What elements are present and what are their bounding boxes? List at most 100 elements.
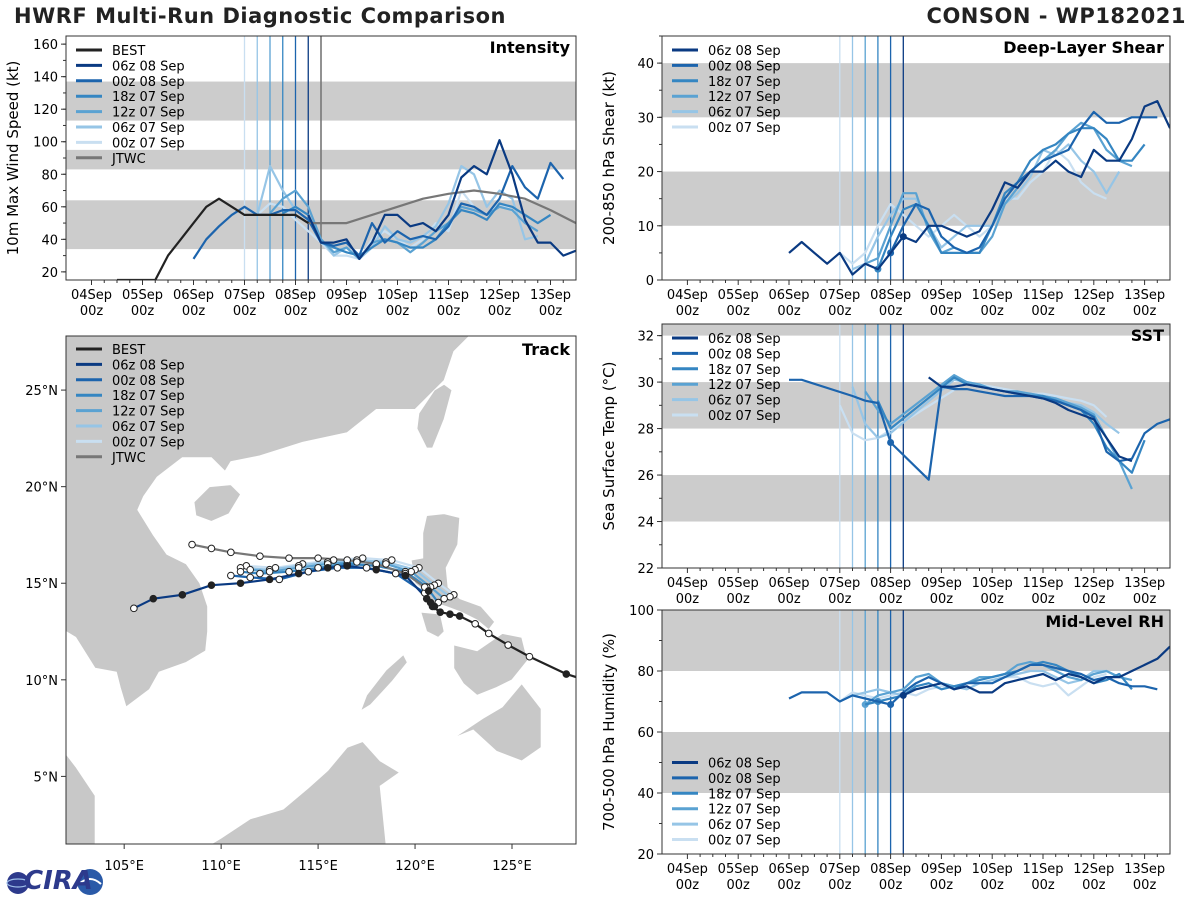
track-legend-label: BEST [112, 343, 145, 358]
sst-xtick-date: 04Sep [667, 576, 708, 591]
rh-series-line [902, 645, 1170, 697]
sst-chart: 22242628303204Sep00z05Sep00z06Sep00z07Se… [600, 323, 1171, 607]
rh-ytick-label: 60 [637, 726, 654, 741]
intensity-series-line [117, 197, 309, 280]
intensity-ytick-label: 140 [33, 71, 58, 86]
track-point [227, 548, 235, 557]
intensity-legend-label: 06z 08 Sep [112, 59, 185, 74]
shear-ytick-label: 0 [646, 274, 654, 289]
sst-band [662, 324, 1170, 336]
sst-ytick-label: 24 [637, 516, 654, 531]
shear-series-line [876, 127, 1146, 270]
track-xtick-label: 105°E [104, 859, 144, 874]
shear-xtick-hour: 00z [879, 304, 903, 319]
palawan-island [360, 654, 408, 712]
figure-title: HWRF Multi-Run Diagnostic Comparison [14, 4, 507, 28]
rh-ylabel: 700-500 hPa Humidity (%) [600, 633, 618, 831]
rh-xtick-date: 05Sep [718, 862, 759, 877]
shear-xtick-date: 08Sep [870, 288, 911, 303]
rh-ytick-label: 80 [637, 665, 654, 680]
track-point [323, 563, 332, 572]
track-point [256, 569, 264, 578]
shear-ytick-label: 10 [637, 220, 654, 235]
track-point [227, 571, 235, 580]
rh-xtick-date: 12Sep [1073, 862, 1114, 877]
track-point [236, 567, 245, 576]
taiwan-island [416, 383, 453, 449]
cira-logo: CIRA [6, 866, 106, 898]
storm-id-title: CONSON - WP182021 [926, 4, 1186, 28]
track-point [207, 581, 216, 589]
rh-xtick-hour: 00z [1031, 878, 1055, 893]
sst-series-line [789, 378, 1170, 481]
track-point [285, 554, 293, 562]
rh-xtick-hour: 00z [727, 878, 751, 893]
track-ytick-label: 25°N [25, 384, 58, 399]
rh-xtick-date: 07Sep [819, 862, 860, 877]
rh-xtick-date: 04Sep [667, 862, 708, 877]
sst-legend-label: 12z 07 Sep [708, 378, 781, 393]
sst-xtick-date: 10Sep [972, 576, 1013, 591]
shear-xtick-hour: 00z [930, 304, 954, 319]
intensity-xtick-date: 05Sep [122, 288, 163, 303]
track-series-line [133, 564, 432, 610]
track-xtick-label: 115°E [298, 859, 338, 874]
sst-legend-label: 00z 07 Sep [708, 409, 781, 424]
shear-legend-label: 00z 07 Sep [708, 121, 781, 136]
shear-legend-label: 00z 08 Sep [708, 59, 781, 74]
shear-xtick-date: 11Sep [1022, 288, 1063, 303]
sst-xtick-hour: 00z [930, 592, 954, 607]
intensity-xtick-hour: 00z [182, 304, 206, 319]
malay-peninsula [66, 753, 96, 844]
rh-ytick-label: 100 [629, 604, 654, 619]
sst-ytick-label: 22 [637, 562, 654, 577]
shear-xtick-date: 12Sep [1073, 288, 1114, 303]
shear-legend-label: 06z 07 Sep [708, 106, 781, 121]
rh-ytick-label: 40 [637, 787, 654, 802]
intensity-xtick-date: 12Sep [479, 288, 520, 303]
rh-xtick-hour: 00z [1133, 878, 1157, 893]
track-point [362, 563, 371, 572]
rh-band [662, 732, 1170, 793]
track-point [372, 565, 381, 574]
shear-ylabel: 200-850 hPa Shear (kt) [600, 71, 618, 245]
track-xtick-label: 120°E [395, 859, 435, 874]
shear-ytick-label: 40 [637, 57, 654, 72]
intensity-xtick-hour: 00z [131, 304, 155, 319]
intensity-ytick-label: 40 [41, 233, 58, 248]
sst-series-line [838, 381, 1108, 442]
shear-xtick-hour: 00z [981, 304, 1005, 319]
intensity-legend-label: 00z 08 Sep [112, 75, 185, 90]
sst-ylabel: Sea Surface Temp (°C) [600, 361, 618, 530]
track-legend-label: 06z 07 Sep [112, 420, 185, 435]
track-chart: 105°E 110°E 115°E 120°E 125°E 5°N 10°N 15°N 20°N… [25, 335, 577, 874]
intensity-legend-label: 06z 07 Sep [112, 121, 185, 136]
track-point [525, 652, 534, 661]
intensity-xtick-date: 09Sep [326, 288, 367, 303]
intensity-legend-label: 00z 07 Sep [112, 136, 185, 151]
intensity-ytick-label: 60 [41, 201, 58, 216]
shear-xtick-hour: 00z [828, 304, 852, 319]
sst-xtick-date: 08Sep [870, 576, 911, 591]
sst-ytick-label: 32 [637, 330, 654, 345]
shear-legend-label: 18z 07 Sep [708, 75, 781, 90]
rh-xtick-hour: 00z [879, 878, 903, 893]
track-point [455, 612, 464, 620]
track-point [256, 552, 264, 560]
rh-band [662, 610, 1170, 671]
rh-xtick-hour: 00z [930, 878, 954, 893]
rh-xtick-date: 11Sep [1022, 862, 1063, 877]
intensity-xtick-hour: 00z [539, 304, 563, 319]
shear-series-dot [899, 233, 907, 241]
sst-panel-title: SST [1131, 326, 1164, 345]
sst-xtick-date: 12Sep [1073, 576, 1114, 591]
track-point [207, 544, 216, 553]
shear-series-line [839, 148, 1107, 265]
rh-xtick-hour: 00z [1082, 878, 1106, 893]
sst-series-line [864, 374, 1133, 490]
track-point [304, 567, 313, 576]
rh-xtick-date: 10Sep [972, 862, 1013, 877]
